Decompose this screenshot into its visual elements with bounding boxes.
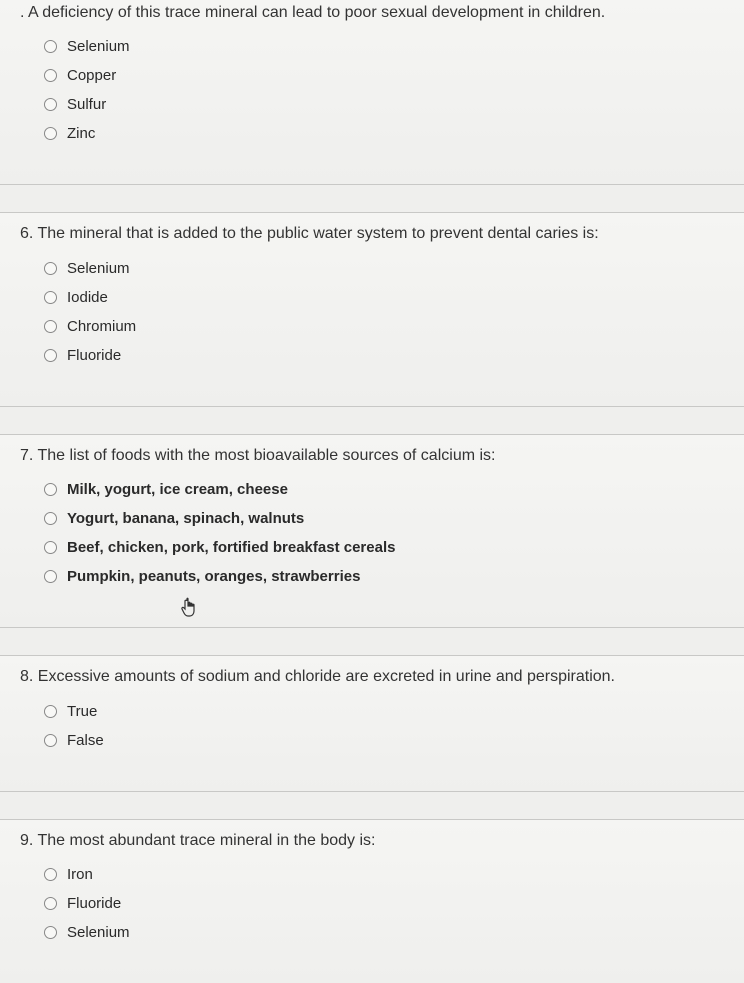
options-group: Milk, yogurt, ice cream, cheese Yogurt, … — [20, 481, 724, 585]
question-text: The list of foods with the most bioavail… — [38, 447, 496, 464]
radio-icon[interactable] — [44, 40, 57, 53]
options-group: Selenium Copper Sulfur Zinc — [20, 38, 724, 142]
option-label: Selenium — [67, 260, 130, 277]
option-row[interactable]: Selenium — [44, 38, 724, 55]
option-label: Pumpkin, peanuts, oranges, strawberries — [67, 568, 360, 585]
question-stem: 6. The mineral that is added to the publ… — [20, 223, 724, 245]
divider — [0, 407, 744, 435]
option-row[interactable]: Selenium — [44, 924, 724, 941]
option-row[interactable]: Beef, chicken, pork, fortified breakfast… — [44, 539, 724, 556]
question-stem: 9. The most abundant trace mineral in th… — [20, 830, 724, 852]
option-label: True — [67, 703, 97, 720]
cursor-hand-icon — [180, 597, 200, 619]
question-number: 9. — [20, 832, 33, 849]
option-row[interactable]: Iodide — [44, 289, 724, 306]
option-label: Fluoride — [67, 895, 121, 912]
options-group: True False — [20, 703, 724, 749]
option-row[interactable]: Iron — [44, 866, 724, 883]
radio-icon[interactable] — [44, 262, 57, 275]
option-row[interactable]: Pumpkin, peanuts, oranges, strawberries — [44, 568, 724, 585]
option-label: Fluoride — [67, 347, 121, 364]
question-block-6: 6. The mineral that is added to the publ… — [0, 213, 744, 406]
radio-icon[interactable] — [44, 349, 57, 362]
option-row[interactable]: Yogurt, banana, spinach, walnuts — [44, 510, 724, 527]
option-row[interactable]: Fluoride — [44, 347, 724, 364]
radio-icon[interactable] — [44, 897, 57, 910]
radio-icon[interactable] — [44, 570, 57, 583]
radio-icon[interactable] — [44, 291, 57, 304]
options-group: Selenium Iodide Chromium Fluoride — [20, 260, 724, 364]
option-row[interactable]: False — [44, 732, 724, 749]
question-text: The most abundant trace mineral in the b… — [38, 832, 376, 849]
radio-icon[interactable] — [44, 320, 57, 333]
question-text: The mineral that is added to the public … — [38, 225, 599, 242]
radio-icon[interactable] — [44, 512, 57, 525]
option-label: Sulfur — [67, 96, 106, 113]
option-label: Yogurt, banana, spinach, walnuts — [67, 510, 304, 527]
option-row[interactable]: Chromium — [44, 318, 724, 335]
question-block-9: 9. The most abundant trace mineral in th… — [0, 820, 744, 983]
question-block-7: 7. The list of foods with the most bioav… — [0, 435, 744, 628]
radio-icon[interactable] — [44, 98, 57, 111]
option-label: Zinc — [67, 125, 95, 142]
question-prefix: . — [20, 4, 24, 21]
options-group: Iron Fluoride Selenium — [20, 866, 724, 941]
option-row[interactable]: Milk, yogurt, ice cream, cheese — [44, 481, 724, 498]
question-text: Excessive amounts of sodium and chloride… — [38, 668, 615, 685]
option-label: Milk, yogurt, ice cream, cheese — [67, 481, 288, 498]
option-label: Selenium — [67, 38, 130, 55]
question-number: 6. — [20, 225, 33, 242]
option-row[interactable]: Fluoride — [44, 895, 724, 912]
option-label: Iron — [67, 866, 93, 883]
radio-icon[interactable] — [44, 541, 57, 554]
question-text: A deficiency of this trace mineral can l… — [28, 4, 605, 21]
divider — [0, 792, 744, 820]
divider — [0, 185, 744, 213]
option-row[interactable]: Zinc — [44, 125, 724, 142]
option-label: Chromium — [67, 318, 136, 335]
question-stem: 7. The list of foods with the most bioav… — [20, 445, 724, 467]
option-row[interactable]: Copper — [44, 67, 724, 84]
option-label: Beef, chicken, pork, fortified breakfast… — [67, 539, 395, 556]
radio-icon[interactable] — [44, 734, 57, 747]
option-label: Iodide — [67, 289, 108, 306]
option-row[interactable]: Sulfur — [44, 96, 724, 113]
option-row[interactable]: True — [44, 703, 724, 720]
question-block-5: . A deficiency of this trace mineral can… — [0, 0, 744, 185]
question-stem: 8. Excessive amounts of sodium and chlor… — [20, 666, 724, 688]
divider — [0, 628, 744, 656]
radio-icon[interactable] — [44, 69, 57, 82]
radio-icon[interactable] — [44, 705, 57, 718]
question-number: 8. — [20, 668, 33, 685]
radio-icon[interactable] — [44, 483, 57, 496]
option-row[interactable]: Selenium — [44, 260, 724, 277]
radio-icon[interactable] — [44, 127, 57, 140]
option-label: Copper — [67, 67, 116, 84]
question-number: 7. — [20, 447, 33, 464]
option-label: False — [67, 732, 104, 749]
radio-icon[interactable] — [44, 868, 57, 881]
question-stem: . A deficiency of this trace mineral can… — [20, 2, 724, 24]
option-label: Selenium — [67, 924, 130, 941]
question-block-8: 8. Excessive amounts of sodium and chlor… — [0, 656, 744, 791]
